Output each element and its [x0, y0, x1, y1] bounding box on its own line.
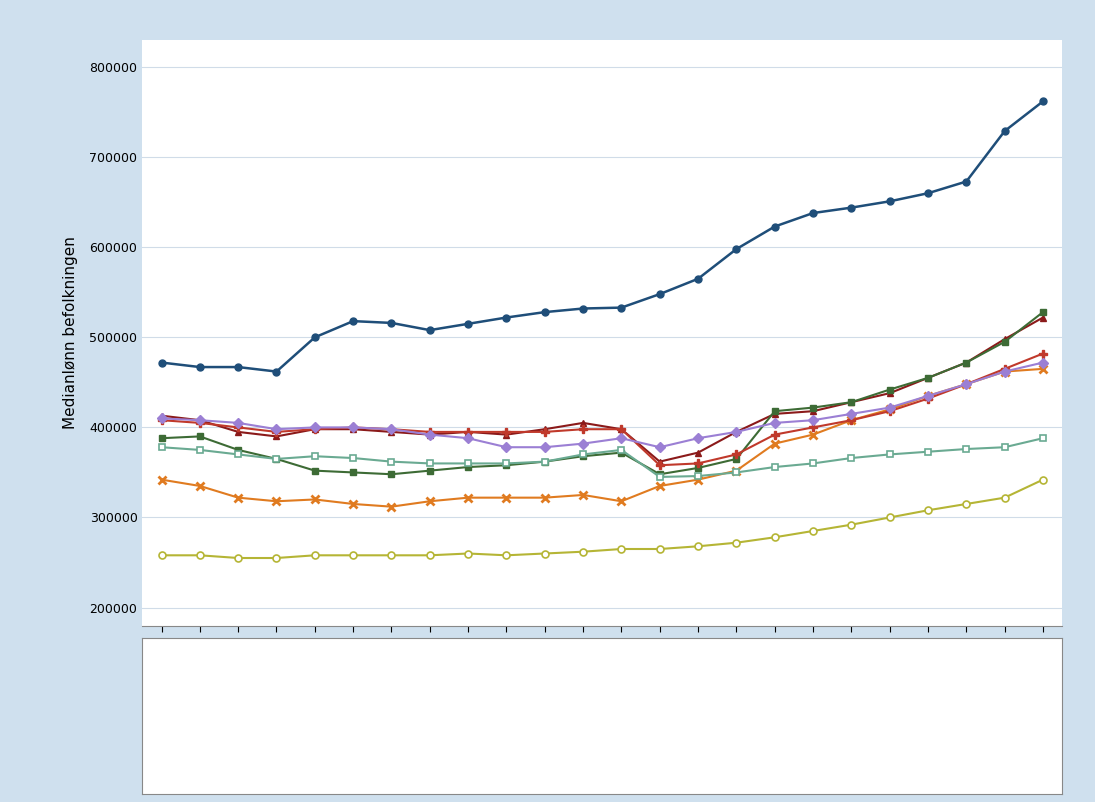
- Y-axis label: Medianlønn befolkningen: Medianlønn befolkningen: [64, 237, 79, 429]
